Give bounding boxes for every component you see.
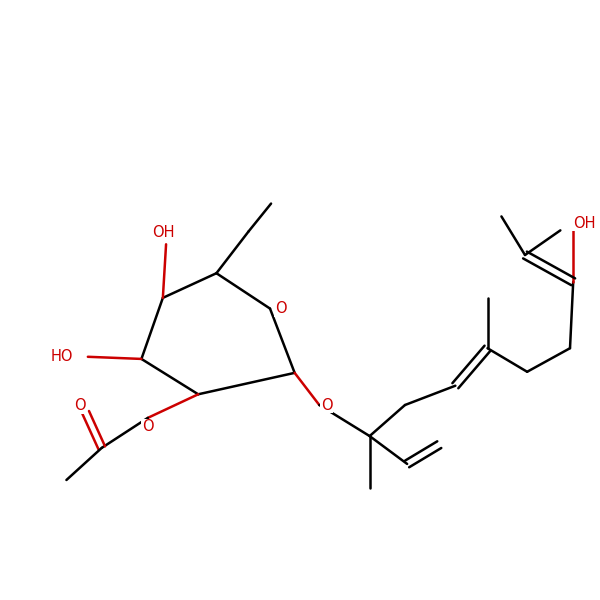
Text: O: O [275,301,287,316]
Text: O: O [142,419,154,434]
Text: OH: OH [573,215,595,230]
Text: HO: HO [50,349,73,364]
Text: O: O [74,398,86,413]
Text: O: O [320,397,332,413]
Text: OH: OH [152,225,175,240]
